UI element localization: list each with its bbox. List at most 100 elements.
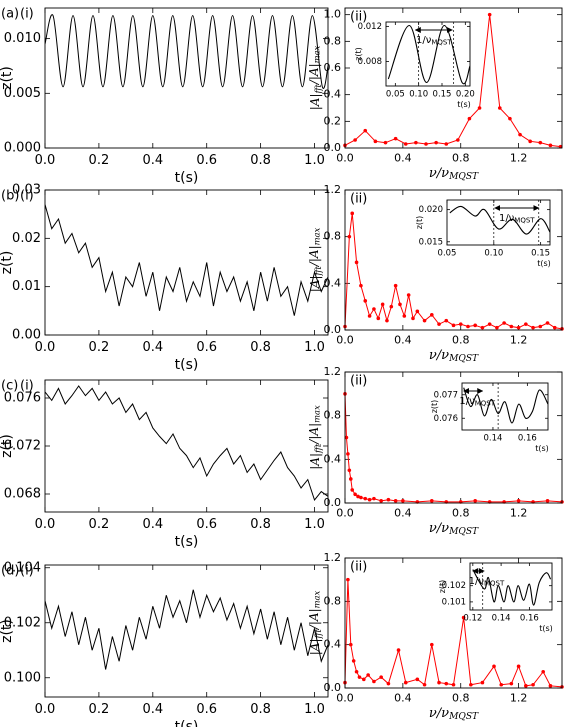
y-tick-label: 1.2 [324, 551, 342, 564]
x-tick-label: 1.2 [510, 151, 528, 164]
panel-tag: (ii) [350, 10, 367, 25]
data-point [444, 142, 449, 146]
y-axis-label: z(t) [0, 251, 15, 275]
data-point [508, 116, 512, 121]
x-tick-label: 1.0 [304, 517, 325, 532]
x-tick-label: 0.6 [196, 702, 217, 717]
x-tick-label: 0.15 [433, 90, 452, 100]
x-tick-label: 0.2 [89, 702, 110, 717]
data-point [552, 325, 557, 330]
annotation-part: MQST [431, 38, 452, 46]
data-point [386, 681, 391, 686]
x-axis-label-part: ν/ν [429, 706, 449, 721]
axes-frame [44, 564, 329, 698]
data-point [367, 497, 372, 502]
data-point [351, 659, 356, 663]
x-tick-label: 0.15 [531, 249, 550, 259]
x-tick-label: 0.0 [336, 506, 354, 519]
data-point [495, 325, 499, 330]
x-tick-label: 1.2 [510, 691, 528, 704]
y-tick-label: 1.2 [324, 365, 342, 378]
x-axis-label-part: t(s) [175, 357, 199, 373]
data-point [376, 316, 381, 321]
x-tick-label: 0.16 [518, 434, 537, 444]
y-axis-label: z(t) [0, 434, 15, 458]
data-point [346, 452, 350, 456]
y-tick-label: 0.4 [324, 276, 342, 289]
x-tick-label: 0.8 [250, 340, 271, 355]
y-tick-label: 0.03 [12, 183, 41, 198]
main-panel: 0.0 0.2 0.4 0.6 0.8 1.0 0.00 0.01 0.02 0.03(b) (i) [1, 183, 329, 355]
y-tick-label: 0.005 [4, 86, 41, 101]
x-axis-label-part: t(s) [175, 534, 199, 550]
data-point [372, 307, 376, 311]
panel-label: (a) [1, 7, 19, 22]
data-point [414, 140, 418, 145]
y-axis-label-part: fft [312, 629, 322, 640]
y-tick-label: 0.104 [4, 560, 41, 575]
data-point [415, 677, 420, 682]
data-line [45, 589, 328, 670]
x-axis-label: t(s) [539, 624, 553, 633]
axes-frame [344, 371, 563, 504]
y-axis-label-part: |A| [308, 276, 322, 293]
y-tick-label: 0.8 [324, 230, 342, 243]
axes-frame [44, 7, 329, 149]
data-point [396, 648, 401, 652]
data-point [359, 495, 363, 500]
y-axis-label-part: /|A| [306, 608, 320, 630]
y-axis-label-part: /|A| [306, 245, 320, 267]
inset-panel: 0.05 0.10 0.15 0.015 0.020 [419, 199, 551, 259]
data-point [424, 142, 428, 146]
data-point [538, 324, 543, 329]
data-point [406, 293, 411, 297]
data-point [348, 477, 353, 481]
x-tick-label: 0.10 [409, 90, 428, 100]
y-tick-label: 0.02 [12, 231, 41, 246]
data-point [354, 260, 359, 265]
y-axis-label-part: z(t) [0, 66, 15, 90]
y-tick-label: 0.000 [4, 141, 41, 156]
y-tick-label: 0.068 [4, 487, 41, 502]
x-axis-label-part: MQST [448, 354, 479, 364]
data-point [434, 140, 438, 145]
y-tick-label: 0.01 [12, 279, 41, 294]
x-tick-label: 0.8 [452, 151, 470, 164]
fft-panel: 0.0 0.4 0.8 1.2 0.0 0.4 0.8 1.2 (ii) [324, 365, 564, 519]
x-axis-label-part: t(s) [175, 170, 199, 186]
y-axis-label-part: max [311, 227, 321, 245]
data-point [386, 497, 391, 502]
x-axis-label: t(s) [175, 534, 199, 550]
annotation-part: MQST [484, 579, 505, 587]
y-axis-label-part: |A| [308, 453, 322, 470]
x-tick-label: 0.0 [336, 333, 354, 346]
x-axis-label-part: ν/ν [429, 166, 449, 181]
x-axis-label: ν/νMQST [429, 348, 479, 364]
y-tick-label: 0.00 [12, 328, 41, 343]
x-tick-label: 0.0 [35, 702, 56, 717]
x-tick-label: 0.16 [520, 614, 539, 624]
y-axis-label: |A|fft/|A|max [306, 590, 322, 655]
data-point [516, 664, 521, 669]
data-point [467, 116, 472, 121]
y-tick-label: 0.100 [4, 670, 41, 685]
data-point [346, 577, 350, 582]
data-line [387, 24, 470, 85]
data-point [372, 496, 376, 501]
y-axis-label-part: z(t) [0, 434, 15, 458]
axes-frame [461, 382, 549, 431]
data-point [411, 316, 415, 321]
y-tick-label: 1.0 [324, 8, 342, 21]
fft-panel: 0.0 0.4 0.8 1.2 0.0 0.4 0.8 1.2 (ii) [324, 551, 564, 704]
data-point [393, 499, 398, 503]
data-point [389, 304, 394, 309]
data-line [45, 14, 328, 89]
y-tick-label: 0.0 [324, 681, 342, 694]
y-tick-label: 0.6 [324, 61, 342, 74]
y-tick-label: 0.020 [419, 205, 443, 215]
data-point [518, 132, 522, 137]
x-axis-label: t(s) [175, 719, 199, 727]
data-point [366, 673, 370, 677]
y-axis-label-part: fft [312, 443, 322, 454]
x-axis-label: ν/νMQST [429, 166, 479, 182]
